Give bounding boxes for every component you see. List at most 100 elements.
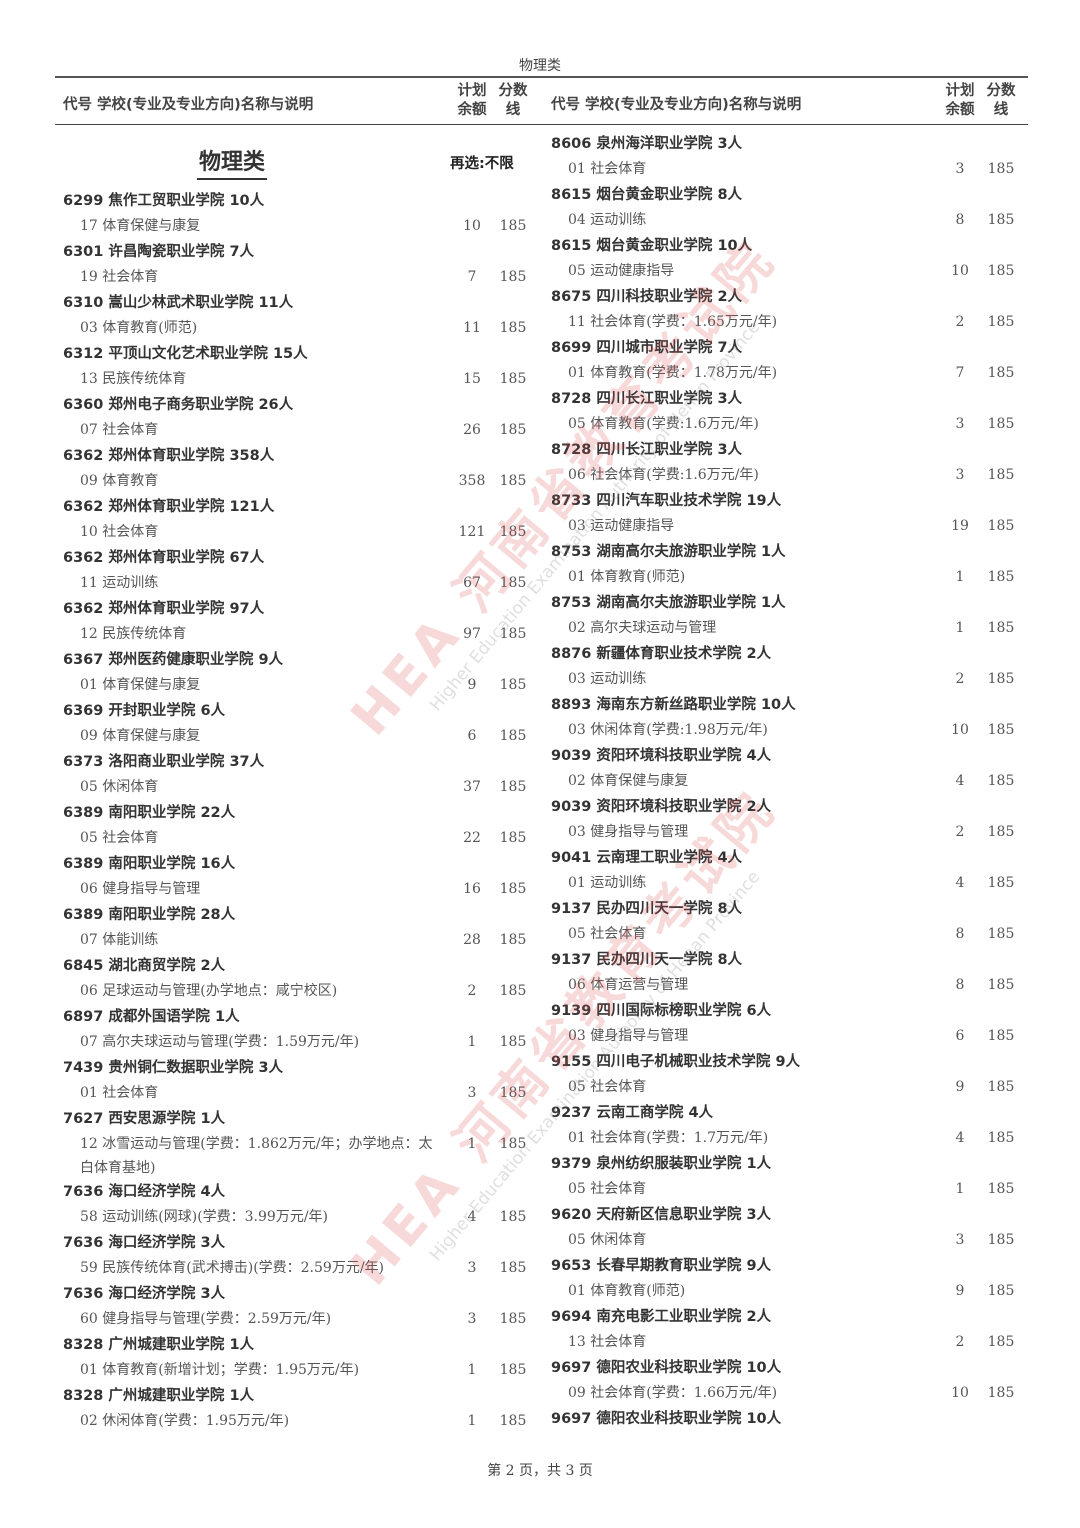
page-title: 物理类: [519, 58, 561, 74]
school-line: 8728 四川长江职业学院 3人: [551, 442, 743, 458]
plan-remaining: 2: [467, 983, 477, 999]
school-line: 8606 泉州海洋职业学院 3人: [551, 136, 743, 152]
header-description: 代号 学校(专业及专业方向)名称与说明: [63, 97, 314, 113]
school-line: 6389 南阳职业学院 22人: [63, 805, 236, 821]
score-line: 185: [987, 1028, 1015, 1044]
major-name: 01 社会体育: [80, 1085, 159, 1101]
list-item: 6373 洛阳商业职业学院 37人 05 休闲体育 37 185: [63, 750, 543, 801]
plan-remaining: 9: [467, 677, 477, 693]
score-line: 185: [987, 1334, 1015, 1350]
list-item: 8733 四川汽车职业技术学院 19人 03 运动健康指导 19 185: [551, 489, 1031, 540]
major-line: 01 体育教育(新增计划；学费：1.95万元/年) 1 185: [63, 1358, 543, 1384]
school-line: 9237 云南工商学院 4人: [551, 1105, 714, 1121]
plan-remaining: 1: [467, 1413, 477, 1429]
header-plan: 计划 余额: [457, 83, 487, 118]
list-item: 8699 四川城市职业学院 7人 01 体育教育(学费：1.78万元/年) 7 185: [551, 336, 1031, 387]
major-line: 59 民族传统体育(武术搏击)(学费：2.59万元/年) 3 185: [63, 1256, 543, 1282]
major-name: 05 运动健康指导: [568, 263, 675, 279]
plan-remaining: 37: [463, 779, 481, 795]
school-line: 6367 郑州医药健康职业学院 9人: [63, 652, 284, 668]
major-line: 01 社会体育 3 185: [63, 1081, 543, 1107]
top-rule: [55, 76, 1028, 78]
major-line: 05 运动健康指导 10 185: [551, 259, 1031, 285]
school-line: 7439 贵州铜仁数据职业学院 3人: [63, 1060, 284, 1076]
major-name: 01 体育教育(师范): [568, 569, 686, 585]
page-footer: 第 2 页，共 3 页: [487, 1463, 593, 1479]
major-name: 11 运动训练: [80, 575, 159, 591]
plan-remaining: 7: [955, 365, 965, 381]
school-line: 8615 烟台黄金职业学院 8人: [551, 187, 743, 203]
major-line: 07 高尔夫球运动与管理(学费：1.59万元/年) 1 185: [63, 1030, 543, 1056]
score-line: 185: [987, 1079, 1015, 1095]
score-line: 185: [987, 314, 1015, 330]
plan-remaining: 10: [951, 263, 969, 279]
school-line: 9697 德阳农业科技职业学院 10人: [551, 1411, 782, 1427]
plan-remaining: 3: [955, 1232, 965, 1248]
school-line: 6369 开封职业学院 6人: [63, 703, 226, 719]
list-item: 9697 德阳农业科技职业学院 10人 09 社会体育(学费：1.66万元/年) 1…: [551, 1356, 1031, 1407]
major-name: 06 体育运营与管理: [568, 977, 689, 993]
school-line: 7636 海口经济学院 3人: [63, 1235, 226, 1251]
plan-remaining: 1: [955, 1181, 965, 1197]
major-line: 05 社会体育 8 185: [551, 922, 1031, 948]
category-note: 再选:不限: [450, 156, 514, 172]
score-line: 185: [499, 728, 527, 744]
school-line: 9039 资阳环境科技职业学院 4人: [551, 748, 772, 764]
major-name: 58 运动训练(网球)(学费：3.99万元/年): [80, 1209, 329, 1225]
plan-remaining: 10: [463, 218, 481, 234]
list-item: 9620 天府新区信息职业学院 3人 05 休闲体育 3 185: [551, 1203, 1031, 1254]
score-line: 185: [499, 626, 527, 642]
list-item: 9041 云南理工职业学院 4人 01 运动训练 4 185: [551, 846, 1031, 897]
list-item: 8876 新疆体育职业技术学院 2人 03 运动训练 2 185: [551, 642, 1031, 693]
major-line: 12 民族传统体育 97 185: [63, 622, 543, 648]
school-line: 8728 四川长江职业学院 3人: [551, 391, 743, 407]
school-line: 9620 天府新区信息职业学院 3人: [551, 1207, 772, 1223]
major-line: 07 体能训练 28 185: [63, 928, 543, 954]
major-name: 06 社会体育(学费:1.6万元/年): [568, 467, 759, 483]
score-line: 185: [987, 467, 1015, 483]
list-item: 6301 许昌陶瓷职业学院 7人 19 社会体育 7 185: [63, 240, 543, 291]
school-line: 8753 湖南高尔夫旅游职业学院 1人: [551, 544, 786, 560]
major-line: 06 社会体育(学费:1.6万元/年) 3 185: [551, 463, 1031, 489]
major-name: 01 社会体育: [568, 161, 647, 177]
list-item: 6360 郑州电子商务职业学院 26人 07 社会体育 26 185: [63, 393, 543, 444]
score-line: 185: [987, 620, 1015, 636]
major-name: 59 民族传统体育(武术搏击)(学费：2.59万元/年): [80, 1260, 384, 1276]
right-column: 8606 泉州海洋职业学院 3人 01 社会体育 3 185 8615 烟台黄金职业学院…: [551, 132, 1031, 1432]
major-line: 17 体育保健与康复 10 185: [63, 214, 543, 240]
major-line: 01 体育保健与康复 9 185: [63, 673, 543, 699]
school-line: 9137 民办四川天一学院 8人: [551, 952, 743, 968]
score-line: 185: [499, 1034, 527, 1050]
major-line: 09 社会体育(学费：1.66万元/年) 10 185: [551, 1381, 1031, 1407]
major-line: 05 社会体育 9 185: [551, 1075, 1031, 1101]
plan-remaining: 19: [951, 518, 969, 534]
major-name: 03 休闲体育(学费:1.98万元/年): [568, 722, 768, 738]
major-name: 03 健身指导与管理: [568, 1028, 689, 1044]
school-line: 8733 四川汽车职业技术学院 19人: [551, 493, 782, 509]
major-name: 02 高尔夫球运动与管理: [568, 620, 717, 636]
major-line: 13 社会体育 2 185: [551, 1330, 1031, 1356]
major-name: 07 高尔夫球运动与管理(学费：1.59万元/年): [80, 1034, 360, 1050]
major-line: 01 体育教育(师范) 1 185: [551, 565, 1031, 591]
school-line: 9039 资阳环境科技职业学院 2人: [551, 799, 772, 815]
list-item: 9697 德阳农业科技职业学院 10人: [551, 1407, 1031, 1432]
major-name: 01 体育教育(师范): [568, 1283, 686, 1299]
major-line: 03 体育教育(师范) 11 185: [63, 316, 543, 342]
major-line: 01 社会体育(学费：1.7万元/年) 4 185: [551, 1126, 1031, 1152]
score-line: 185: [987, 518, 1015, 534]
list-item: 9137 民办四川天一学院 8人 06 体育运营与管理 8 185: [551, 948, 1031, 999]
score-line: 185: [499, 1311, 527, 1327]
score-line: 185: [987, 1130, 1015, 1146]
major-name: 05 社会体育: [568, 926, 647, 942]
plan-remaining: 3: [955, 416, 965, 432]
major-name: 01 社会体育(学费：1.7万元/年): [568, 1130, 769, 1146]
major-name: 05 社会体育: [568, 1079, 647, 1095]
list-item: 9155 四川电子机械职业技术学院 9人 05 社会体育 9 185: [551, 1050, 1031, 1101]
school-line: 8675 四川科技职业学院 2人: [551, 289, 743, 305]
school-line: 6362 郑州体育职业学院 121人: [63, 499, 275, 515]
score-line: 185: [987, 416, 1015, 432]
plan-remaining: 10: [951, 722, 969, 738]
list-item: 6362 郑州体育职业学院 121人 10 社会体育 121 185: [63, 495, 543, 546]
school-line: 9041 云南理工职业学院 4人: [551, 850, 743, 866]
major-name: 06 健身指导与管理: [80, 881, 201, 897]
